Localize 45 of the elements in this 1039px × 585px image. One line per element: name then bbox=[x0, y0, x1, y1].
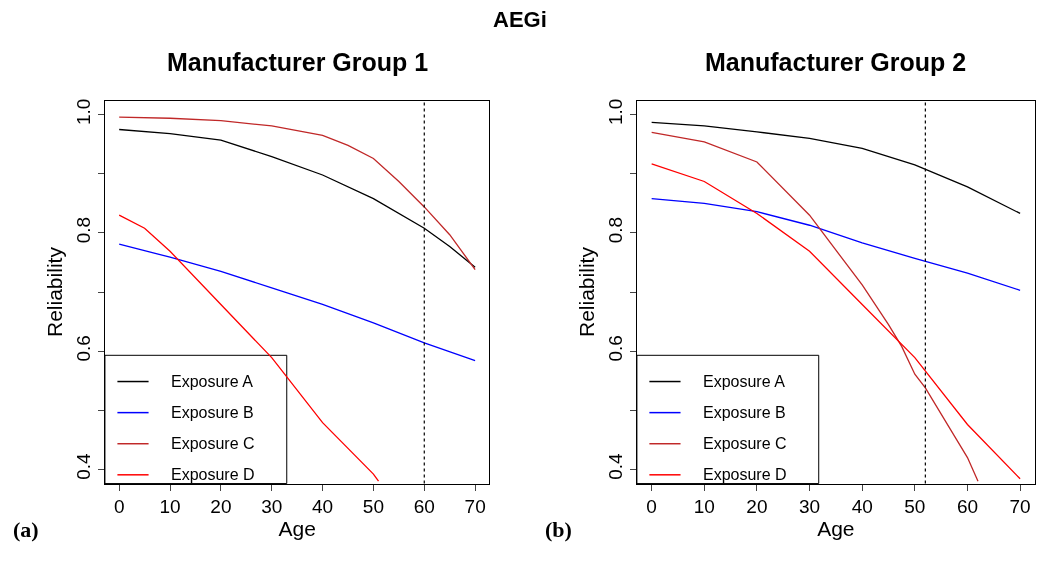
x-axis-title: Age bbox=[817, 517, 855, 541]
x-tick-label: 0 bbox=[113, 496, 125, 518]
y-axis-title: Reliability bbox=[575, 246, 599, 337]
y-axis-title: Reliability bbox=[43, 246, 67, 337]
y-tick-label: 1.0 bbox=[605, 98, 627, 126]
x-tick-label: 70 bbox=[464, 496, 486, 518]
legend-label: Exposure D bbox=[703, 466, 787, 483]
x-tick-label: 60 bbox=[413, 496, 435, 518]
x-tick-label: 10 bbox=[693, 496, 715, 518]
x-tick-label: 40 bbox=[312, 496, 334, 518]
legend-label: Exposure A bbox=[703, 373, 786, 390]
x-tick-label: 50 bbox=[362, 496, 384, 518]
y-tick-label: 0.4 bbox=[73, 452, 95, 480]
x-tick-label: 0 bbox=[646, 496, 657, 518]
text: (b) bbox=[545, 517, 572, 542]
x-tick-label: 20 bbox=[210, 496, 232, 518]
chart-title: Manufacturer Group 1 bbox=[167, 48, 429, 76]
legend-label: Exposure B bbox=[703, 404, 786, 421]
text: AEGi bbox=[493, 7, 547, 32]
x-axis-title: Age bbox=[278, 517, 316, 541]
line-series bbox=[118, 214, 380, 482]
y-tick-label: 0.6 bbox=[73, 335, 95, 362]
y-tick-label: 0.8 bbox=[605, 216, 627, 244]
x-tick-label: 30 bbox=[261, 496, 283, 518]
x-tick-label: 50 bbox=[904, 496, 926, 518]
legend-label: Exposure C bbox=[703, 435, 787, 452]
x-tick-label: 10 bbox=[159, 496, 181, 518]
legend-label: Exposure C bbox=[171, 435, 255, 452]
x-tick-label: 40 bbox=[851, 496, 873, 518]
line-series bbox=[651, 131, 979, 482]
x-tick-label: 20 bbox=[746, 496, 768, 518]
y-tick-label: 0.4 bbox=[605, 452, 627, 480]
x-tick-label: 70 bbox=[1009, 496, 1031, 518]
text: (a) bbox=[13, 517, 39, 542]
line-series bbox=[651, 198, 1021, 291]
y-tick-label: 1.0 bbox=[73, 98, 95, 126]
x-tick-label: 30 bbox=[798, 496, 821, 518]
legend-label: Exposure D bbox=[171, 466, 255, 483]
y-tick-label: 0.8 bbox=[73, 216, 95, 244]
line-series bbox=[118, 243, 476, 362]
x-tick-label: 60 bbox=[956, 496, 979, 518]
legend-label: Exposure B bbox=[171, 404, 254, 421]
y-tick-label: 0.6 bbox=[605, 335, 627, 362]
legend-label: Exposure A bbox=[171, 373, 254, 390]
chart-title: Manufacturer Group 2 bbox=[705, 48, 967, 76]
